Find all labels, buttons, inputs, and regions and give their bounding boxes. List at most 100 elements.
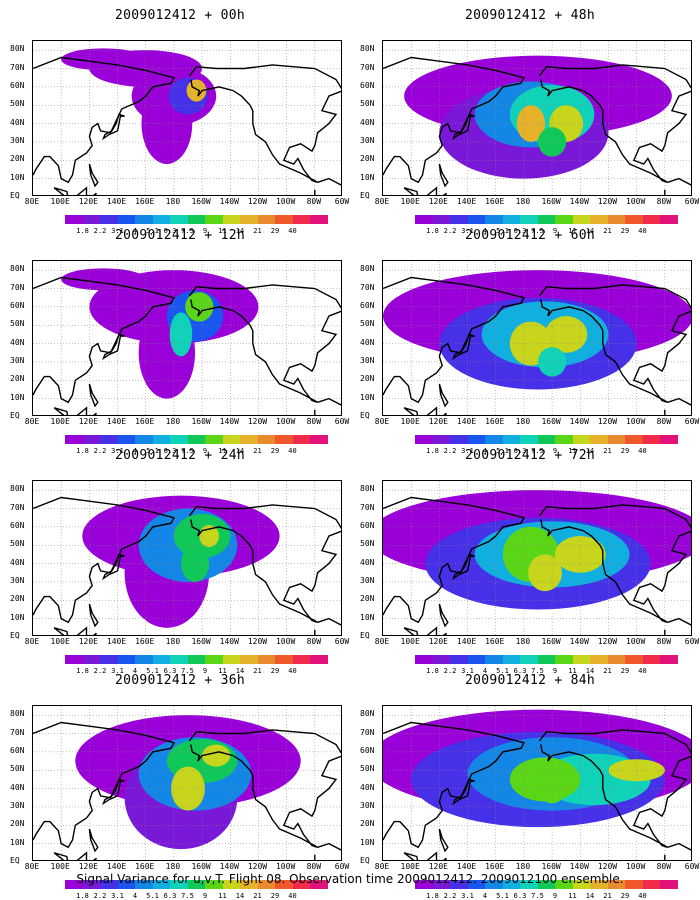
colorbar-label: 29 [270,447,280,455]
colorbar-label: 4 [482,227,488,235]
colorbar-label: 29 [620,227,630,235]
longitude-label: 80E [24,637,40,646]
longitude-label: 80W [306,417,322,426]
colorbar-swatch [100,435,118,444]
latitude-label: 80N [360,484,375,494]
colorbar-swatch [292,655,310,664]
variance-map [32,40,342,196]
colorbar-swatch [117,655,135,664]
colorbar-swatch [450,880,468,889]
colorbar-label: 4 [482,447,488,455]
variance-contour [545,316,588,353]
colorbar-label: 5.1 [496,892,509,900]
coastline [442,412,448,415]
colorbar-label: 7.5 [531,447,544,455]
colorbar-swatch [275,215,293,224]
coastline [188,504,341,623]
variance-map [32,705,342,861]
colorbar-label: 40 [638,447,647,455]
colorbar-label: 14 [585,447,595,455]
longitude-label: 120E [78,637,98,646]
latitude-label: 60N [10,745,25,755]
latitude-label: 30N [10,800,25,810]
latitude-label: 70N [10,502,25,512]
longitude-label: 140W [219,862,239,871]
coastline [314,842,341,860]
colorbar-swatch [432,880,450,889]
colorbar-swatch [257,880,275,889]
colorbar-label: 21 [603,667,612,675]
colorbar-label: 29 [620,667,630,675]
latitude-label: 80N [360,709,375,719]
panel-title: 2009012412 + 00h [114,8,246,23]
coastline [383,496,525,624]
colorbar-swatch [555,880,573,889]
colorbar-label: 40 [638,227,647,235]
map-panel: 2009012412 + 36h 80N 70N 60N 50N 40N 30N 20N 10N… [10,665,350,900]
colorbar-swatch [82,215,100,224]
colorbar-swatch [607,655,625,664]
colorbar-swatch [187,880,205,889]
colorbar-swatch [432,215,450,224]
colorbar-label: 1.8 [426,227,439,235]
colorbar-label: 6.3 [163,667,177,675]
colorbar-swatch [257,435,275,444]
latitude-label: 40N [10,117,25,127]
colorbar-swatch [467,435,485,444]
coastline [53,407,69,415]
colorbar-swatch [275,655,293,664]
latitude-label: 20N [10,819,25,829]
colorbar-label: 2.2 [443,227,457,235]
longitude-label: 120E [428,637,448,646]
colorbar-swatch [82,655,100,664]
coastline [452,778,475,806]
colorbar-label: 9 [552,667,558,675]
colorbar-swatch [572,655,590,664]
coastline [314,397,341,415]
latitude-label: 10N [10,172,25,182]
colorbar-label: 2.2 [93,667,107,675]
variance-map [382,260,692,416]
colorbar-label: 3.1 [461,667,474,675]
longitude-label: 80W [306,197,322,206]
colorbar-swatch [450,215,468,224]
coastline [403,187,419,195]
longitude-label: 100W [275,862,296,871]
colorbar-label: 1.8 [76,667,89,675]
colorbar-swatch [240,215,258,224]
latitude-label: 50N [10,539,25,549]
colorbar-label: 5.1 [146,667,159,675]
colorbar-label: 1.8 [426,892,439,900]
colorbar-label: 21 [603,227,612,235]
colorbar-swatch [537,215,555,224]
colorbar-label: 6.3 [513,227,527,235]
latitude-label: 20N [10,594,25,604]
variance-map [382,40,692,196]
colorbar-swatch [415,215,433,224]
colorbar-swatch [292,215,310,224]
latitude-label: 70N [10,62,25,72]
latitude-label: 50N [360,319,375,329]
colorbar-label: 11 [568,447,577,455]
latitude-label: 70N [360,282,375,292]
latitude-label: 60N [10,520,25,530]
colorbar-swatch [117,435,135,444]
coastline [88,163,99,188]
colorbar-label: 6.3 [513,667,527,675]
longitude-label: 160E [135,197,155,206]
colorbar-swatch [642,435,660,444]
latitude-label: 50N [360,99,375,109]
colorbar-label: 4 [132,447,138,455]
latitude-label: 80N [360,44,375,54]
colorbar-swatch [555,215,573,224]
colorbar-swatch [187,435,205,444]
colorbar-label: 11 [218,892,227,900]
longitude-label: 180 [515,197,531,206]
colorbar-swatch [572,215,590,224]
longitude-label: 160E [485,417,505,426]
variance-contour [538,773,567,804]
latitude-label: 10N [360,172,375,182]
latitude-label: 60N [360,745,375,755]
latitude-label: 60N [360,300,375,310]
colorbar-swatch [502,880,520,889]
